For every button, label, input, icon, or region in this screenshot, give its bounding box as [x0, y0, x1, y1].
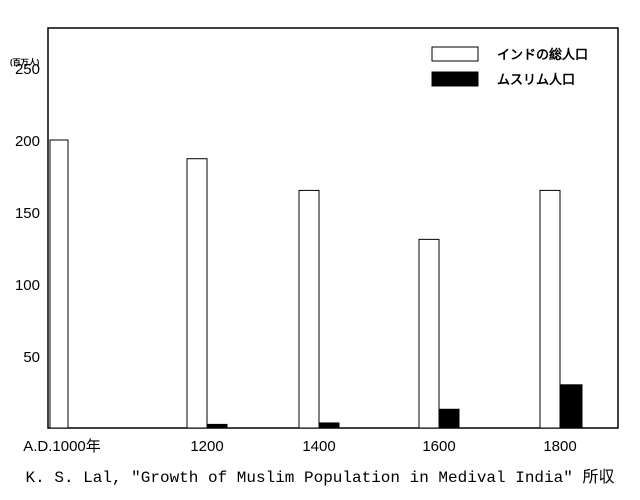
bar-total-population	[298, 189, 320, 429]
legend-label: ムスリム人口	[497, 72, 575, 87]
y-tick-label: 100	[15, 277, 40, 294]
bar-muslim-population	[559, 384, 583, 429]
legend-swatch	[431, 71, 479, 87]
x-tick-label: 1600	[422, 438, 455, 455]
bar-total-population	[49, 139, 69, 429]
legend-swatch	[431, 46, 479, 62]
bar-total-population	[186, 158, 208, 429]
bar-total-population	[539, 189, 561, 429]
bar-muslim-population	[206, 423, 228, 429]
bar-total-population	[418, 238, 440, 429]
y-unit-label: (百万人)	[10, 57, 40, 67]
legend-label: インドの総人口	[497, 47, 588, 62]
y-tick-label: 50	[23, 349, 40, 366]
x-axis: A.D.1000年 1200 1400 1600 1800	[23, 438, 576, 455]
x-tick-label: 1400	[302, 438, 335, 455]
x-tick-label: A.D.1000年	[23, 438, 101, 455]
bar-muslim-population	[318, 422, 340, 429]
y-tick-label: 150	[15, 205, 40, 222]
bars	[49, 139, 583, 429]
y-axis: (百万人) 50 100 150 200 250	[10, 57, 40, 366]
bar-muslim-population	[438, 408, 460, 429]
chart-svg: (百万人) 50 100 150 200 250 A.D.1000年 1200 1400 160…	[10, 27, 619, 455]
y-tick-label: 250	[15, 61, 40, 78]
x-tick-label: 1800	[543, 438, 576, 455]
source-caption: K. S. Lal, "Growth of Muslim Population …	[25, 469, 615, 487]
plot-frame	[47, 27, 619, 429]
y-tick-label: 200	[15, 133, 40, 150]
x-tick-label: 1200	[190, 438, 223, 455]
